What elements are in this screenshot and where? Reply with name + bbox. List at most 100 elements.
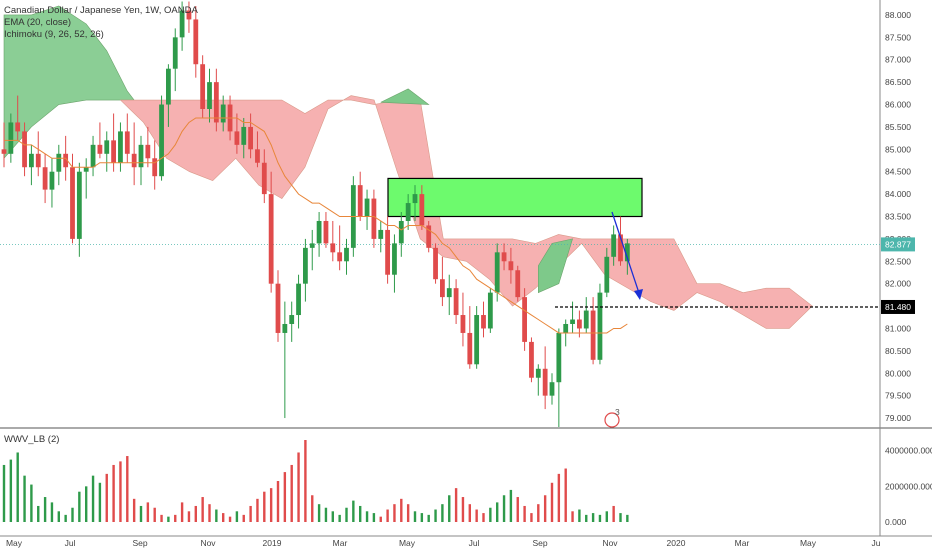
candle-body[interactable]: [275, 283, 281, 333]
volume-bar[interactable]: [201, 497, 204, 522]
candle-body[interactable]: [419, 194, 425, 226]
volume-bar[interactable]: [523, 505, 526, 522]
candle-body[interactable]: [542, 368, 548, 396]
candle-body[interactable]: [104, 140, 110, 154]
volume-bar[interactable]: [489, 507, 492, 522]
candle-body[interactable]: [8, 122, 14, 154]
candle-body[interactable]: [234, 131, 240, 145]
volume-bar[interactable]: [564, 468, 567, 522]
candle-body[interactable]: [131, 153, 137, 168]
volume-bar[interactable]: [132, 498, 136, 522]
candle-body[interactable]: [15, 122, 21, 132]
candle-body[interactable]: [529, 341, 534, 378]
volume-bar[interactable]: [91, 475, 95, 522]
candle-body[interactable]: [159, 104, 164, 177]
candle-body[interactable]: [289, 315, 295, 324]
volume-bar[interactable]: [43, 497, 47, 522]
volume-bar[interactable]: [174, 514, 177, 522]
candle-body[interactable]: [22, 131, 27, 168]
candle-body[interactable]: [193, 19, 199, 65]
candle-body[interactable]: [1, 149, 7, 154]
volume-bar[interactable]: [619, 513, 622, 522]
volume-bar[interactable]: [64, 514, 67, 522]
indicator-badge-icon[interactable]: [604, 412, 620, 428]
candle-body[interactable]: [241, 126, 247, 145]
candle-body[interactable]: [467, 332, 473, 365]
volume-bar[interactable]: [187, 511, 191, 522]
volume-bar[interactable]: [256, 498, 259, 522]
volume-bar[interactable]: [448, 495, 451, 522]
candle-body[interactable]: [344, 247, 349, 262]
volume-bar[interactable]: [352, 500, 355, 522]
candle-body[interactable]: [474, 315, 480, 365]
candle-body[interactable]: [440, 279, 445, 298]
volume-bar[interactable]: [427, 514, 430, 522]
candle-body[interactable]: [90, 144, 96, 168]
volume-bar[interactable]: [379, 516, 382, 522]
candle-body[interactable]: [460, 315, 466, 333]
candle-body[interactable]: [494, 252, 500, 293]
candle-body[interactable]: [83, 167, 89, 172]
candle-body[interactable]: [392, 243, 397, 275]
volume-bar[interactable]: [112, 464, 115, 522]
volume-bar[interactable]: [571, 511, 574, 522]
candle-body[interactable]: [570, 319, 575, 324]
candle-body[interactable]: [213, 82, 219, 123]
volume-bar[interactable]: [222, 513, 225, 522]
volume-bar[interactable]: [276, 481, 280, 522]
volume-bar[interactable]: [249, 505, 252, 522]
volume-bar[interactable]: [578, 509, 581, 522]
volume-bar[interactable]: [283, 472, 287, 522]
candle-body[interactable]: [556, 332, 562, 383]
candle-body[interactable]: [309, 243, 315, 248]
volume-bar[interactable]: [297, 452, 300, 522]
volume-bar[interactable]: [537, 504, 540, 522]
volume-bar[interactable]: [16, 452, 19, 522]
volume-bar[interactable]: [386, 509, 389, 522]
volume-bar[interactable]: [208, 504, 211, 522]
volume-bar[interactable]: [126, 456, 129, 522]
candle-body[interactable]: [487, 292, 493, 329]
volume-bar[interactable]: [338, 514, 341, 522]
volume-bar[interactable]: [502, 495, 506, 522]
candle-body[interactable]: [618, 234, 623, 262]
candle-body[interactable]: [501, 252, 507, 262]
volume-bar[interactable]: [2, 464, 6, 522]
volume-bar[interactable]: [420, 513, 424, 522]
volume-bar[interactable]: [454, 488, 458, 522]
candle-body[interactable]: [220, 104, 226, 123]
candle-body[interactable]: [323, 220, 329, 244]
volume-bar[interactable]: [331, 511, 334, 522]
volume-bar[interactable]: [30, 484, 33, 522]
candle-body[interactable]: [76, 171, 82, 239]
candle-body[interactable]: [433, 247, 438, 280]
volume-bar[interactable]: [475, 509, 478, 522]
volume-bar[interactable]: [194, 505, 197, 522]
volume-bar[interactable]: [180, 502, 184, 522]
volume-bar[interactable]: [393, 504, 396, 522]
volume-bar[interactable]: [119, 461, 122, 522]
candle-body[interactable]: [316, 220, 322, 244]
volume-bar[interactable]: [37, 505, 40, 522]
volume-bar[interactable]: [496, 502, 499, 522]
candle-body[interactable]: [296, 283, 301, 316]
candle-body[interactable]: [179, 10, 185, 38]
candle-body[interactable]: [268, 194, 274, 284]
volume-bar[interactable]: [228, 516, 232, 522]
volume-bar[interactable]: [105, 473, 108, 522]
volume-bar[interactable]: [543, 495, 547, 522]
candle-body[interactable]: [577, 319, 582, 329]
volume-bar[interactable]: [365, 511, 369, 522]
candle-body[interactable]: [378, 229, 384, 239]
candle-body[interactable]: [70, 167, 75, 239]
candle-body[interactable]: [597, 292, 603, 360]
volume-bar[interactable]: [317, 504, 321, 522]
volume-bar[interactable]: [9, 459, 13, 522]
ema-legend-label[interactable]: EMA (20, close): [4, 17, 72, 28]
candle-body[interactable]: [97, 144, 103, 154]
volume-bar[interactable]: [482, 513, 485, 522]
volume-bar[interactable]: [345, 507, 348, 522]
candle-body[interactable]: [549, 382, 555, 396]
candle-body[interactable]: [207, 82, 212, 110]
